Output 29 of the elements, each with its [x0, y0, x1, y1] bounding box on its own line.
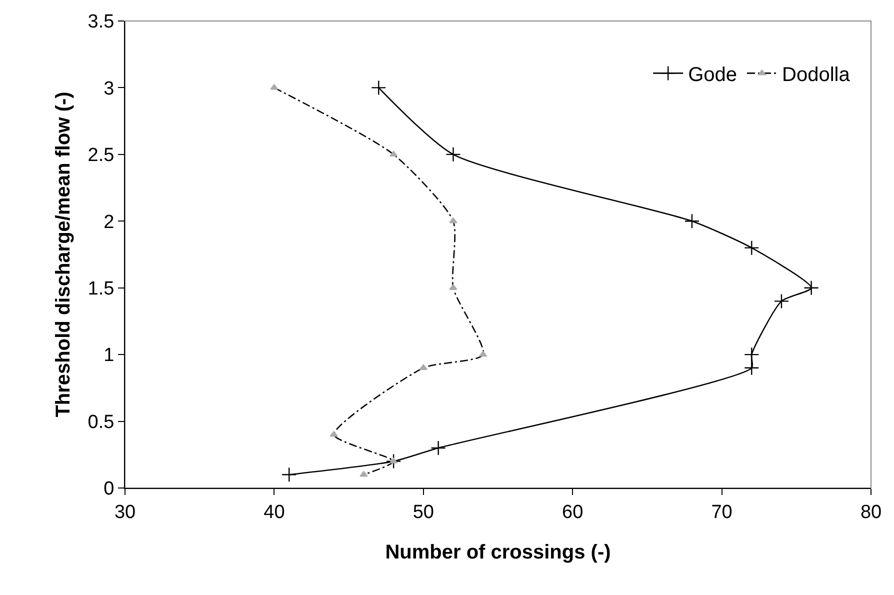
x-axis-title: Number of crossings (-): [385, 541, 611, 564]
point: [744, 346, 760, 362]
y-tick-label: 3.5: [88, 12, 114, 33]
point: [446, 146, 461, 162]
x-tick-label: 30: [114, 502, 136, 523]
y-tick-label: 1: [104, 345, 114, 366]
x-tick-label: 60: [562, 502, 584, 523]
y-tick-label: 2.5: [88, 145, 114, 166]
point: [430, 440, 446, 456]
y-tick-label: 3: [104, 78, 114, 100]
y-tick-label: 0: [104, 478, 114, 500]
y-axis-title: Threshold discharge/mean flow (-): [52, 92, 74, 418]
y-tick-label: 1.5: [88, 278, 114, 300]
point: [744, 240, 760, 256]
legend-label: Gode: [688, 64, 738, 86]
y-tick-label: 2: [104, 212, 114, 233]
legend-label: Dodolla: [782, 64, 851, 86]
point: [386, 454, 402, 469]
point: [804, 280, 819, 296]
y-tick-label: 0.5: [88, 412, 114, 433]
x-tick-label: 80: [860, 502, 882, 523]
x-tick-label: 40: [264, 502, 285, 523]
point: [684, 214, 700, 229]
x-tick-label: 50: [412, 502, 434, 523]
x-tick-label: 70: [711, 502, 732, 523]
point: [282, 467, 297, 482]
point: [371, 80, 386, 96]
point: [774, 294, 790, 309]
point: [744, 360, 760, 376]
